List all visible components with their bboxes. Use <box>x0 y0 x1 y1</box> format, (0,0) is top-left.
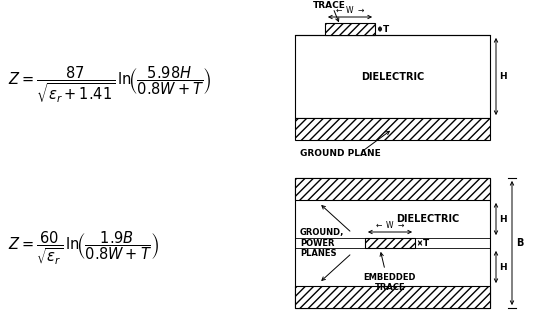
Text: H: H <box>499 72 506 81</box>
Text: EMBEDDED
TRACE: EMBEDDED TRACE <box>364 273 416 292</box>
Text: $\leftarrow$ W $\rightarrow$: $\leftarrow$ W $\rightarrow$ <box>335 4 366 15</box>
Bar <box>365 238 415 248</box>
Bar <box>295 178 490 308</box>
Text: T: T <box>423 239 429 248</box>
Text: TRACE: TRACE <box>313 1 346 10</box>
Text: GROUND PLANE: GROUND PLANE <box>300 148 381 157</box>
Text: GROUND,
POWER
PLANES: GROUND, POWER PLANES <box>300 228 345 258</box>
Text: $\leftarrow$ W $\rightarrow$: $\leftarrow$ W $\rightarrow$ <box>375 219 406 230</box>
Bar <box>295 178 490 200</box>
Text: $Z = \dfrac{87}{\sqrt{\varepsilon_r + 1.41}}\,\mathrm{ln}\!\left(\dfrac{5.98H}{0: $Z = \dfrac{87}{\sqrt{\varepsilon_r + 1.… <box>8 65 212 105</box>
Text: H: H <box>499 262 506 272</box>
Text: B: B <box>516 238 524 248</box>
Bar <box>295 286 490 308</box>
Text: T: T <box>383 24 389 34</box>
Text: DIELECTRIC: DIELECTRIC <box>396 214 459 224</box>
Bar <box>325 23 375 35</box>
Text: DIELECTRIC: DIELECTRIC <box>361 72 424 82</box>
Text: H: H <box>499 214 506 223</box>
Text: $Z = \dfrac{60}{\sqrt{\varepsilon_r}}\,\mathrm{ln}\!\left(\dfrac{1.9B}{0.8W + T}: $Z = \dfrac{60}{\sqrt{\varepsilon_r}}\,\… <box>8 230 160 266</box>
Bar <box>295 35 490 118</box>
Bar <box>295 118 490 140</box>
